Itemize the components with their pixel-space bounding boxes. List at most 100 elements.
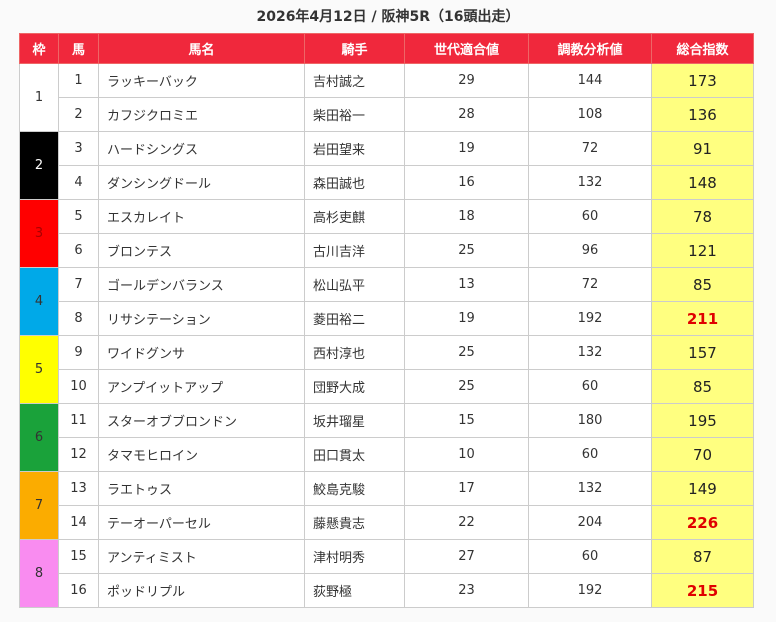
total-index-value: 87 [651,539,754,574]
jockey-name: 津村明秀 [304,539,405,574]
training-analysis-value: 204 [528,505,652,540]
training-analysis-value: 96 [528,233,652,268]
jockey-name: 団野大成 [304,369,405,404]
generation-fit-value: 25 [404,335,529,370]
training-analysis-value: 192 [528,301,652,336]
horse-number: 16 [58,573,99,608]
frame-cell: 6 [19,403,59,472]
horse-name: ハードシングス [98,131,305,166]
horse-name: ワイドグンサ [98,335,305,370]
jockey-name: 高杉吏麒 [304,199,405,234]
total-index-value: 173 [651,63,754,98]
frame-cell: 2 [19,131,59,200]
header-generation-fit: 世代適合値 [404,33,529,64]
training-analysis-value: 60 [528,199,652,234]
horse-name: ポッドリプル [98,573,305,608]
table-row: 2 カフジクロミエ 柴田裕一 28 108 136 [20,97,754,132]
total-index-value: 226 [651,505,754,540]
training-analysis-value: 60 [528,369,652,404]
horse-name: タマモヒロイン [98,437,305,472]
training-analysis-value: 132 [528,165,652,200]
horse-number: 1 [58,63,99,98]
jockey-name: 松山弘平 [304,267,405,302]
total-index-value: 85 [651,369,754,404]
horse-number: 11 [58,403,99,438]
table-row: 4 ダンシングドール 森田誠也 16 132 148 [20,165,754,200]
total-index-value: 136 [651,97,754,132]
jockey-name: 荻野極 [304,573,405,608]
race-title: 2026年4月12日 / 阪神5R（16頭出走） [256,9,520,25]
horse-name: ゴールデンバランス [98,267,305,302]
horse-name: スターオブブロンドン [98,403,305,438]
jockey-name: 藤懸貴志 [304,505,405,540]
table-row: 12 タマモヒロイン 田口貫太 10 60 70 [20,437,754,472]
total-index-value: 157 [651,335,754,370]
total-index-value: 215 [651,573,754,608]
total-index-value: 85 [651,267,754,302]
horse-number: 15 [58,539,99,574]
table-row: 14 テーオーパーセル 藤懸貴志 22 204 226 [20,505,754,540]
training-analysis-value: 132 [528,471,652,506]
total-index-value: 148 [651,165,754,200]
jockey-name: 菱田裕二 [304,301,405,336]
horse-number: 8 [58,301,99,336]
total-index-value: 121 [651,233,754,268]
table-row: 8 リサシテーション 菱田裕二 19 192 211 [20,301,754,336]
header-horse-number: 馬 [58,33,99,64]
training-analysis-value: 60 [528,437,652,472]
generation-fit-value: 13 [404,267,529,302]
frame-cell: 3 [19,199,59,268]
horse-number: 9 [58,335,99,370]
horse-number: 6 [58,233,99,268]
generation-fit-value: 27 [404,539,529,574]
header-frame: 枠 [19,33,59,64]
table-row: 1 1 ラッキーバック 吉村誠之 29 144 173 [19,63,754,132]
horse-name: アンプイットアップ [98,369,305,404]
table-row: 10 アンプイットアップ 団野大成 25 60 85 [20,369,754,404]
training-analysis-value: 132 [528,335,652,370]
training-analysis-value: 108 [528,97,652,132]
horse-number: 5 [58,199,99,234]
generation-fit-value: 22 [404,505,529,540]
generation-fit-value: 23 [404,573,529,608]
horse-number: 3 [58,131,99,166]
horse-name: リサシテーション [98,301,305,336]
horse-number: 4 [58,165,99,200]
table-row: 2 3 ハードシングス 岩田望来 19 72 91 [19,131,754,200]
jockey-name: 岩田望来 [304,131,405,166]
horse-name: ラエトゥス [98,471,305,506]
generation-fit-value: 29 [404,63,529,98]
generation-fit-value: 25 [404,369,529,404]
horse-number: 12 [58,437,99,472]
table-row: 6 ブロンテス 古川吉洋 25 96 121 [20,233,754,268]
horse-number: 10 [58,369,99,404]
total-index-value: 91 [651,131,754,166]
generation-fit-value: 25 [404,233,529,268]
jockey-name: 坂井瑠星 [304,403,405,438]
training-analysis-value: 72 [528,267,652,302]
horse-name: カフジクロミエ [98,97,305,132]
frame-cell: 5 [19,335,59,404]
header-training-analysis: 調教分析値 [528,33,652,64]
horse-name: アンティミスト [98,539,305,574]
training-analysis-value: 180 [528,403,652,438]
total-index-value: 211 [651,301,754,336]
training-analysis-value: 60 [528,539,652,574]
jockey-name: 鮫島克駿 [304,471,405,506]
header-jockey: 騎手 [304,33,405,64]
horse-number: 13 [58,471,99,506]
training-analysis-value: 72 [528,131,652,166]
training-analysis-value: 144 [528,63,652,98]
horse-number: 14 [58,505,99,540]
jockey-name: 森田誠也 [304,165,405,200]
jockey-name: 田口貫太 [304,437,405,472]
total-index-value: 149 [651,471,754,506]
jockey-name: 柴田裕一 [304,97,405,132]
race-table: 枠馬馬名 騎手 世代適合値 調教分析値 総合指数 1 1 ラッキーバック 吉村誠之 29 144 1… [19,33,754,608]
table-row: 4 7 ゴールデンバランス 松山弘平 13 72 85 [19,267,754,336]
table-row: 3 5 エスカレイト 高杉吏麒 18 60 78 [19,199,754,268]
header-total-index: 総合指数 [651,33,754,64]
generation-fit-value: 16 [404,165,529,200]
total-index-value: 78 [651,199,754,234]
frame-cell: 1 [19,63,59,132]
